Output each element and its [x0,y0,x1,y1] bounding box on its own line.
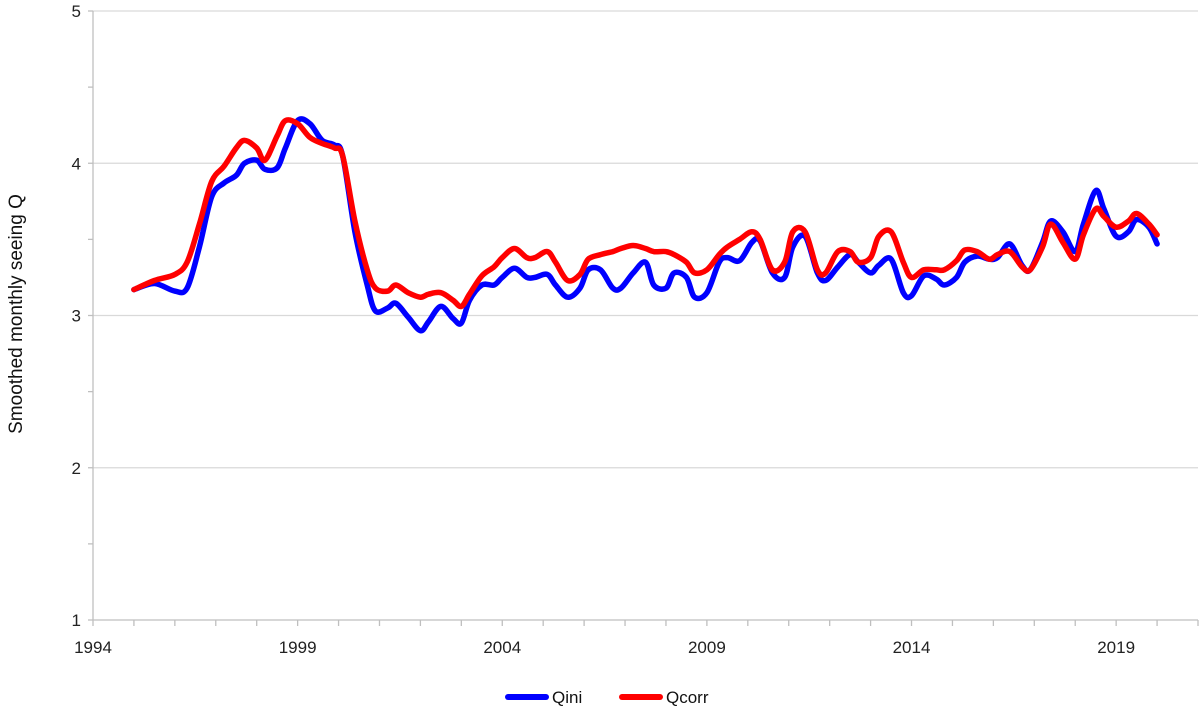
y-tick-labels: 1 2 3 4 5 [72,2,81,630]
y-tick-label: 4 [72,154,81,173]
x-tick-label: 1994 [74,638,112,657]
x-tick-label: 2019 [1097,638,1135,657]
gridlines [93,10,1198,469]
y-tick-label: 3 [72,307,81,326]
x-tick-labels: 1994 1999 2004 2009 2014 2019 [74,638,1135,657]
series-line-qcorr [131,117,1160,310]
x-tick-label: 1999 [279,638,317,657]
legend-label-qcorr: Qcorr [666,688,709,707]
axes [88,10,1199,626]
legend: Qini Qcorr [505,688,709,707]
x-tick-label: 2004 [483,638,521,657]
series-line-qini [131,116,1160,334]
y-tick-label: 5 [72,2,81,21]
x-tick-label: 2014 [893,638,931,657]
y-tick-label: 1 [72,611,81,630]
x-tick-label: 2009 [688,638,726,657]
legend-label-qini: Qini [552,688,582,707]
series-lines [131,116,1160,334]
y-axis-label: Smoothed monthly seeing Q [6,194,27,434]
y-tick-label: 2 [72,459,81,478]
